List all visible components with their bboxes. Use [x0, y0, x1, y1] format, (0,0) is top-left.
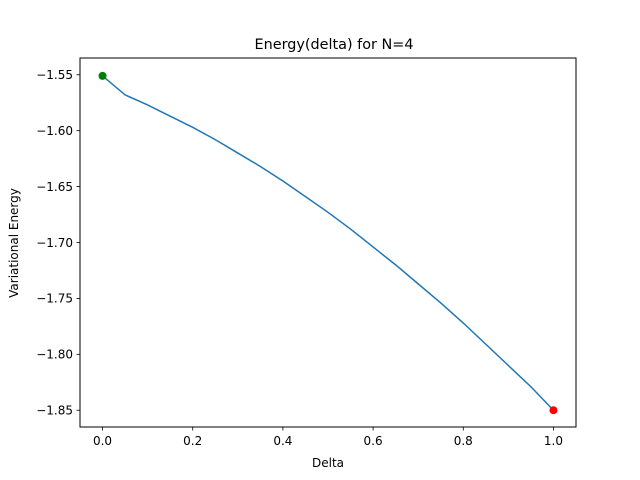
x-tick-label: 0.4	[273, 434, 292, 448]
x-tick-label: 0.8	[454, 434, 473, 448]
x-axis-label: Delta	[312, 456, 344, 470]
y-tick-label: −1.60	[36, 124, 73, 138]
y-axis: −1.55 −1.60 −1.65 −1.70 −1.75 −1.80 −1.85	[36, 68, 80, 418]
x-tick-label: 1.0	[544, 434, 563, 448]
y-tick-label: −1.75	[36, 292, 73, 306]
chart-title: Energy(delta) for N=4	[255, 37, 414, 53]
marker-point-0	[98, 71, 107, 80]
y-tick-label: −1.55	[36, 68, 73, 82]
x-tick-label: 0.6	[364, 434, 383, 448]
y-tick-label: −1.70	[36, 236, 73, 250]
y-axis-label: Variational Energy	[7, 188, 21, 298]
y-tick-label: −1.65	[36, 180, 73, 194]
series-line-0	[102, 75, 554, 411]
plot-layer	[98, 71, 558, 415]
y-tick-label: −1.80	[36, 348, 73, 362]
y-tick-label: −1.85	[36, 404, 73, 418]
x-tick-label: 0.0	[93, 434, 112, 448]
x-tick-label: 0.2	[183, 434, 202, 448]
marker-point-1	[549, 406, 558, 415]
x-axis: 0.0 0.2 0.4 0.6 0.8 1.0	[93, 427, 563, 448]
